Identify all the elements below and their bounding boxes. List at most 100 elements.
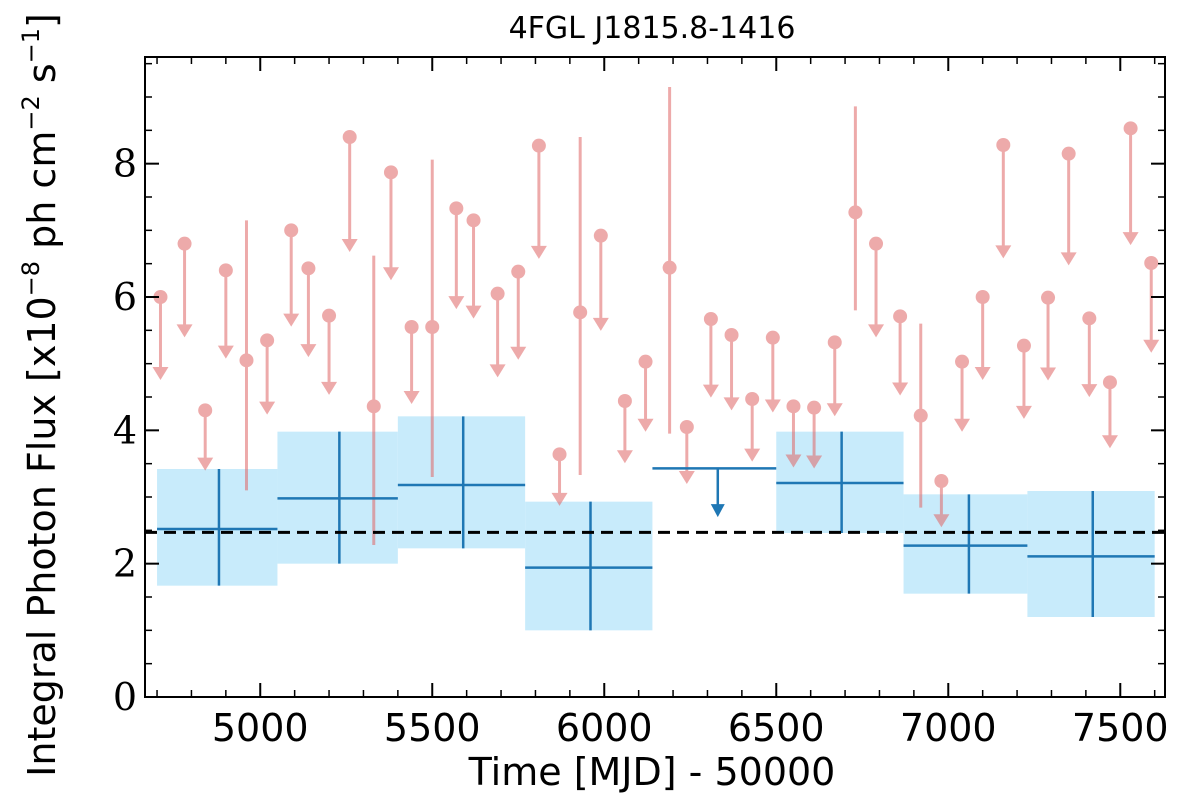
coarse-bin-band — [397, 416, 526, 549]
fine-bin-marker — [724, 328, 739, 342]
fine-bin-point — [573, 137, 588, 475]
fine-bin-marker — [893, 309, 908, 324]
y-tick-label: 2 — [113, 542, 137, 586]
fine-bin-marker — [1144, 256, 1159, 270]
coarse-bin-point — [277, 431, 398, 564]
fine-upper-limit-arrow — [806, 455, 823, 469]
fine-bin-point — [1101, 375, 1118, 449]
plot-frame — [144, 56, 1166, 698]
fine-bin-point — [662, 87, 677, 434]
coarse-bin-point — [652, 467, 777, 518]
fine-upper-limit-arrow — [217, 345, 234, 359]
fine-bin-point — [868, 236, 885, 338]
fine-bin-marker — [342, 130, 357, 144]
fine-upper-limit-arrow — [744, 448, 761, 462]
fine-bin-marker — [198, 403, 213, 418]
fine-upper-limit-arrow — [702, 384, 719, 398]
fine-bin-point — [616, 394, 633, 464]
fine-upper-limit-arrow — [551, 492, 568, 506]
coarse-bin-band — [903, 494, 1028, 594]
coarse-bin-point — [397, 416, 526, 549]
fine-bin-marker — [1102, 375, 1117, 390]
fine-bin-marker — [1041, 290, 1056, 305]
fine-bin-marker — [301, 261, 316, 276]
fine-bin-marker — [490, 286, 505, 301]
y-tick-label: 6 — [113, 275, 137, 319]
coarse-bin-point — [525, 501, 653, 631]
fine-upper-limit-arrow — [723, 397, 740, 411]
fine-bin-point — [744, 392, 761, 462]
fine-bin-point — [341, 130, 358, 252]
fine-bin-marker — [366, 399, 381, 414]
fine-upper-limit-arrow — [678, 471, 695, 484]
fine-bin-marker — [322, 308, 337, 323]
fine-upper-limit-arrow — [1143, 339, 1160, 353]
fine-upper-limit-arrow — [489, 364, 506, 378]
x-tick-label: 5500 — [384, 706, 481, 750]
fine-upper-limit-arrow — [382, 267, 399, 281]
fine-upper-limit-arrow — [465, 305, 482, 319]
fine-bin-point — [954, 354, 971, 432]
fine-bin-marker — [679, 420, 694, 434]
fine-bin-point — [1015, 338, 1032, 419]
fine-upper-limit-arrow — [764, 399, 781, 413]
fine-upper-limit-arrow — [1015, 405, 1032, 419]
coarse-bin-bands — [157, 416, 1155, 631]
fine-upper-limit-arrow — [259, 401, 276, 415]
y-tick-label: 8 — [113, 142, 137, 186]
fine-upper-limit-arrow — [300, 344, 317, 358]
coarse-bin-band — [525, 501, 653, 631]
x-tick-label: 7500 — [1072, 706, 1169, 750]
fine-bin-marker — [593, 228, 608, 243]
fine-bin-marker — [404, 320, 419, 334]
fine-bin-marker — [913, 408, 928, 423]
fine-bin-point — [152, 290, 169, 380]
fine-upper-limit-arrow — [1081, 384, 1098, 398]
fine-bin-marker — [955, 354, 970, 369]
fine-bin-marker — [449, 201, 464, 216]
fine-bin-marker — [786, 399, 801, 414]
fine-upper-limit-arrow — [530, 245, 547, 259]
fine-upper-limit-arrow — [403, 391, 420, 404]
fine-upper-limit-arrow — [933, 514, 950, 528]
fine-bin-point — [637, 354, 654, 432]
fine-bin-marker — [531, 138, 546, 153]
chart-title: 4FGL J1815.8-1416 — [509, 11, 796, 46]
fine-bin-point — [785, 399, 802, 468]
fine-bin-point — [592, 228, 609, 331]
fine-bin-marker — [425, 320, 440, 334]
fine-bin-point — [300, 261, 317, 358]
fine-bin-point — [933, 474, 950, 528]
fine-bin-point — [764, 330, 781, 413]
fine-bin-marker — [260, 333, 275, 348]
fine-bin-point — [259, 333, 276, 415]
fine-bin-marker — [807, 400, 822, 415]
fine-bin-marker — [466, 213, 481, 228]
fine-upper-limit-arrow — [1101, 435, 1118, 449]
fine-bin-point — [239, 220, 254, 491]
fine-upper-limit-arrow — [1060, 252, 1077, 266]
fine-bin-point — [1081, 311, 1098, 398]
fine-bin-point — [1060, 146, 1077, 266]
fine-bin-point — [995, 138, 1012, 259]
fine-upper-limit-arrow — [341, 239, 358, 252]
fine-bin-series — [152, 87, 1160, 545]
fine-bin-point — [283, 223, 300, 327]
fine-bin-marker — [573, 305, 588, 320]
fine-bin-point — [382, 165, 399, 281]
fine-bin-point — [974, 290, 991, 380]
fine-bin-marker — [765, 330, 780, 345]
fine-bin-point — [465, 213, 482, 319]
fine-upper-limit-arrow — [1122, 232, 1139, 246]
fine-upper-limit-arrow — [954, 418, 971, 432]
fine-bin-point — [806, 400, 823, 469]
coarse-bin-point — [776, 431, 904, 533]
coarse-upper-limit-arrow — [710, 504, 725, 518]
fine-bin-marker — [511, 264, 526, 279]
coarse-bin-point — [157, 469, 278, 586]
fine-upper-limit-arrow — [616, 450, 633, 464]
coarse-bin-series — [157, 416, 1155, 631]
fine-upper-limit-arrow — [283, 313, 300, 327]
fine-bin-point — [530, 138, 547, 259]
